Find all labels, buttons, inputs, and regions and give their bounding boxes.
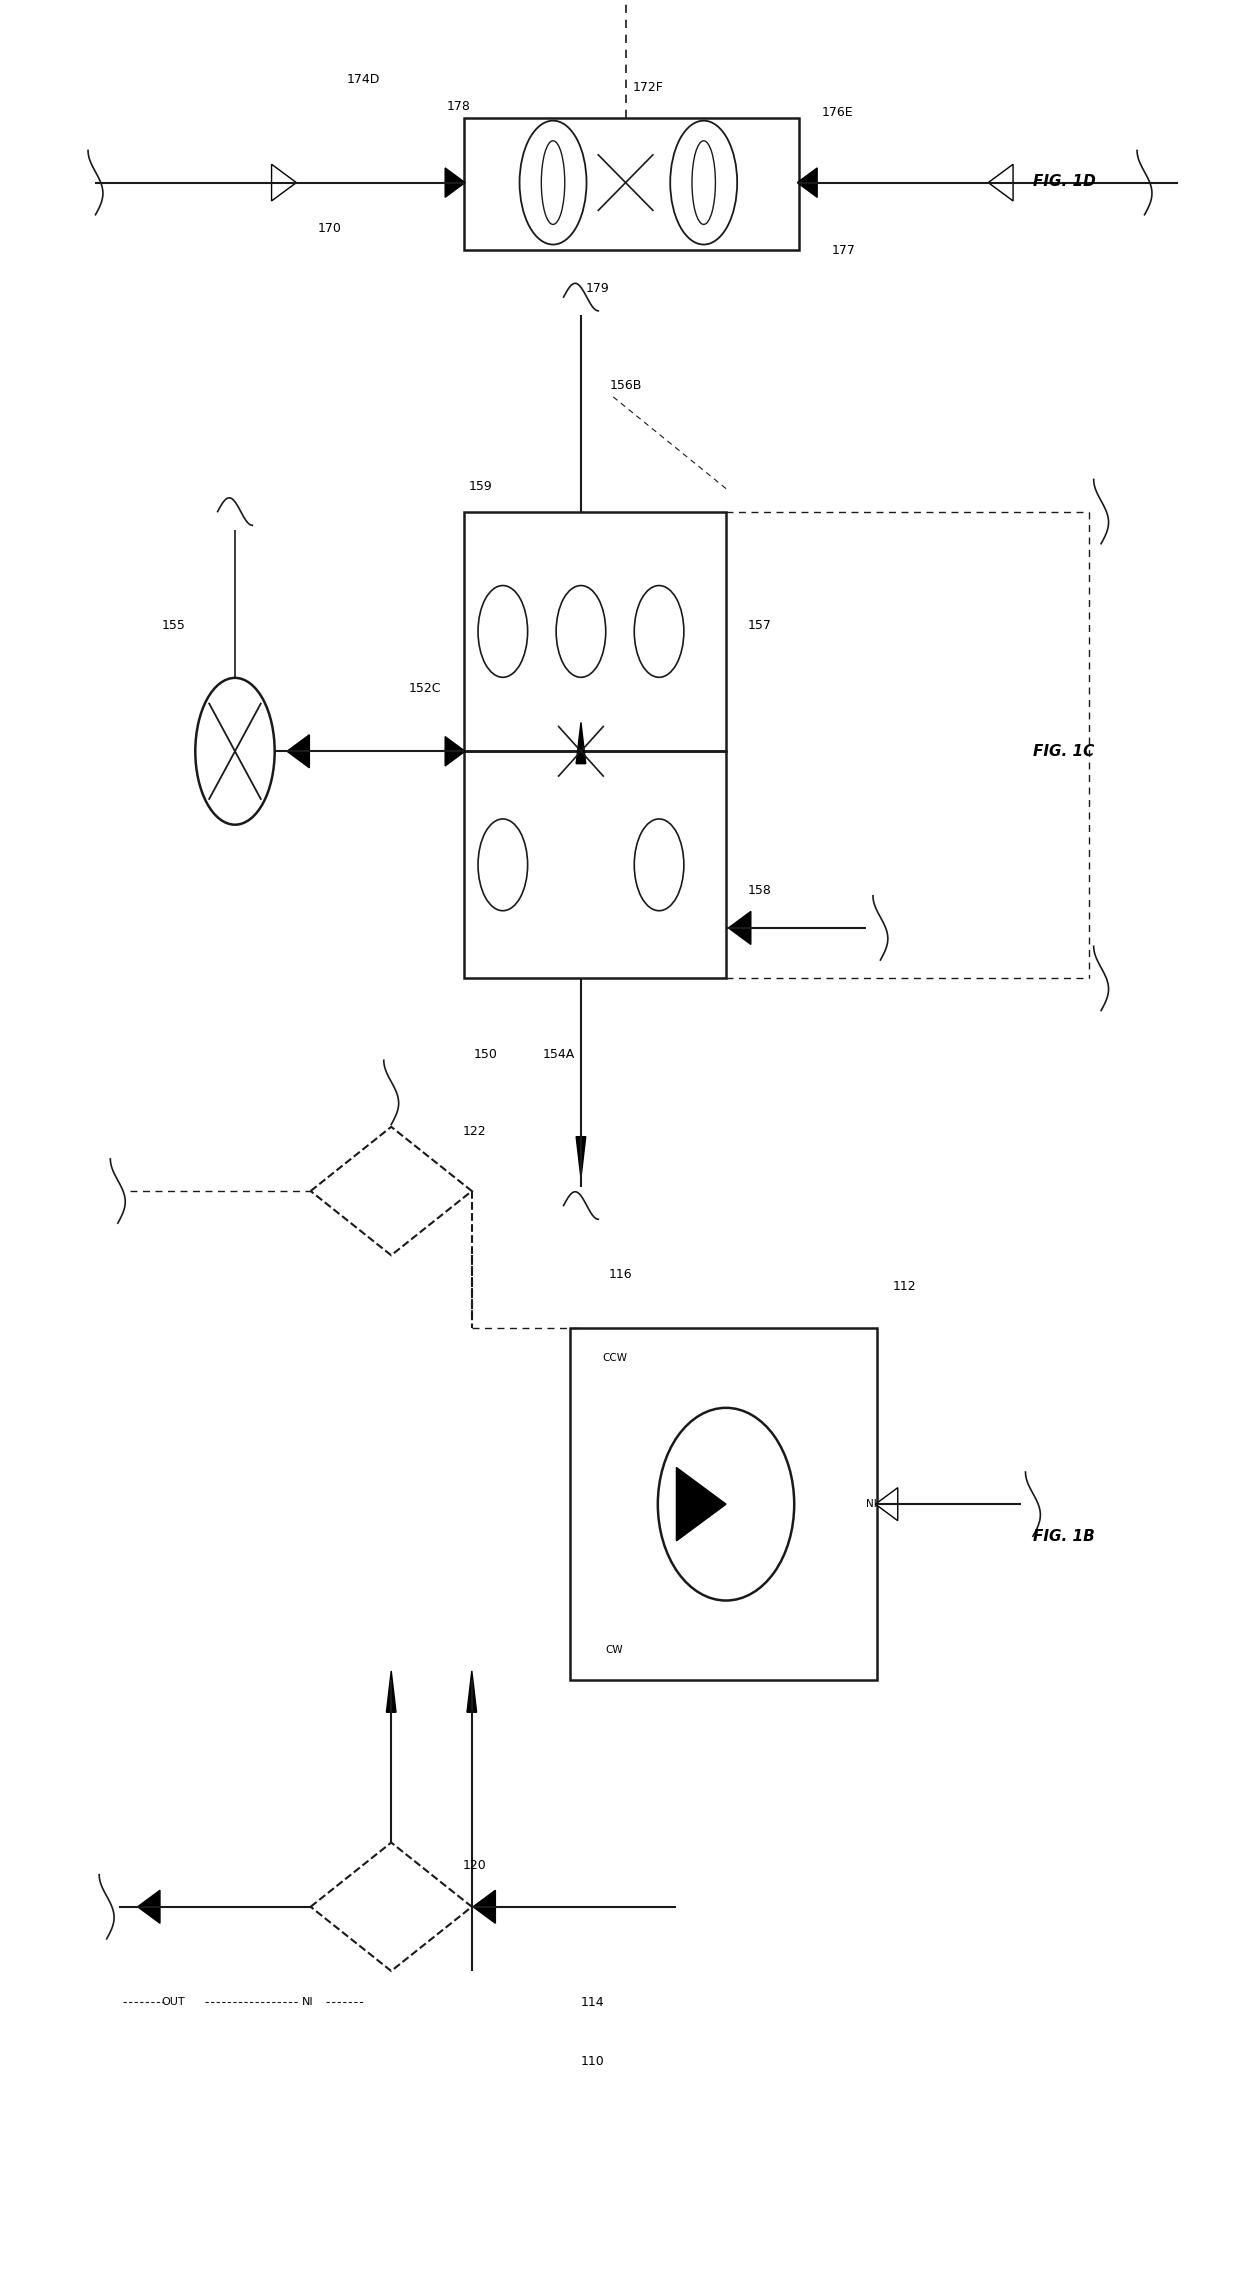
Bar <box>464 512 727 750</box>
Text: OUT: OUT <box>161 1998 186 2007</box>
Text: 174D: 174D <box>347 73 379 85</box>
Polygon shape <box>577 723 585 764</box>
Polygon shape <box>472 1890 495 1922</box>
Polygon shape <box>310 1842 471 1971</box>
Bar <box>464 117 799 250</box>
Text: 120: 120 <box>463 1858 487 1872</box>
Text: 154A: 154A <box>542 1048 575 1060</box>
Text: NI: NI <box>301 1998 314 2007</box>
Polygon shape <box>577 1136 585 1177</box>
Text: 172F: 172F <box>632 80 663 94</box>
Text: 110: 110 <box>580 2055 604 2069</box>
Text: CCW: CCW <box>601 1353 627 1363</box>
Polygon shape <box>875 1487 898 1521</box>
Polygon shape <box>677 1468 727 1542</box>
Polygon shape <box>272 165 296 202</box>
Text: 114: 114 <box>580 1996 604 2010</box>
Text: FIG. 1C: FIG. 1C <box>1033 743 1094 759</box>
Text: 178: 178 <box>446 101 470 112</box>
Polygon shape <box>988 165 1013 202</box>
Text: 176E: 176E <box>822 106 853 119</box>
Text: NI: NI <box>866 1500 877 1509</box>
Polygon shape <box>797 167 817 197</box>
Text: FIG. 1B: FIG. 1B <box>1033 1530 1095 1544</box>
Polygon shape <box>138 1890 160 1922</box>
Polygon shape <box>310 1126 471 1255</box>
Polygon shape <box>387 1670 396 1711</box>
Text: 155: 155 <box>161 619 186 631</box>
Text: 122: 122 <box>463 1124 487 1138</box>
Text: 177: 177 <box>831 243 856 257</box>
Text: FIG. 1D: FIG. 1D <box>1033 174 1096 188</box>
Polygon shape <box>445 736 465 766</box>
Polygon shape <box>729 911 751 945</box>
Text: 152C: 152C <box>408 681 441 695</box>
Text: 157: 157 <box>748 619 771 631</box>
Polygon shape <box>445 167 465 197</box>
Bar <box>464 750 727 977</box>
Text: 156B: 156B <box>609 379 642 392</box>
Text: 159: 159 <box>469 479 492 493</box>
Text: CW: CW <box>605 1645 624 1656</box>
Bar <box>569 1328 877 1679</box>
Text: 179: 179 <box>585 282 610 296</box>
Text: 158: 158 <box>748 883 771 897</box>
Text: 170: 170 <box>317 223 342 234</box>
Text: 112: 112 <box>893 1280 916 1294</box>
Polygon shape <box>288 734 310 768</box>
Text: 150: 150 <box>474 1048 498 1060</box>
Polygon shape <box>467 1670 476 1711</box>
Text: 116: 116 <box>608 1269 632 1280</box>
